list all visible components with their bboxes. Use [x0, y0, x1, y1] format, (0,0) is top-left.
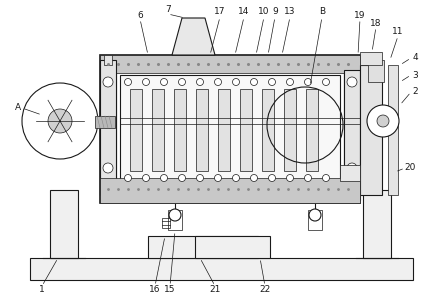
Circle shape: [160, 79, 167, 86]
Circle shape: [287, 175, 294, 182]
Bar: [363, 190, 391, 258]
Circle shape: [143, 175, 149, 182]
Circle shape: [377, 115, 389, 127]
Bar: [218, 89, 230, 171]
Circle shape: [124, 79, 132, 86]
Bar: [100, 178, 360, 203]
Bar: [195, 236, 270, 258]
Circle shape: [214, 175, 222, 182]
Polygon shape: [172, 18, 215, 55]
Circle shape: [233, 79, 240, 86]
Text: 22: 22: [259, 286, 271, 295]
Circle shape: [179, 175, 186, 182]
Bar: [168, 210, 182, 230]
Bar: [174, 89, 186, 171]
Text: 10: 10: [258, 8, 270, 16]
Circle shape: [268, 79, 276, 86]
Text: 1: 1: [39, 286, 45, 295]
Bar: [308, 210, 322, 230]
Circle shape: [169, 209, 181, 221]
Text: 2: 2: [412, 88, 418, 97]
Circle shape: [347, 163, 357, 173]
Text: 21: 21: [209, 286, 221, 295]
Circle shape: [287, 79, 294, 86]
Bar: [162, 218, 170, 228]
Text: 3: 3: [412, 70, 418, 80]
Text: B: B: [319, 8, 325, 16]
Bar: [388, 65, 398, 195]
Text: 14: 14: [238, 8, 250, 16]
Circle shape: [103, 77, 113, 87]
Circle shape: [323, 79, 330, 86]
Circle shape: [143, 79, 149, 86]
Circle shape: [22, 83, 98, 159]
Circle shape: [304, 175, 311, 182]
Bar: [100, 55, 360, 73]
Bar: [30, 258, 413, 280]
Bar: [100, 55, 360, 203]
Bar: [116, 70, 344, 188]
Text: A: A: [15, 103, 21, 112]
Bar: [262, 89, 274, 171]
Circle shape: [179, 79, 186, 86]
Circle shape: [48, 109, 72, 133]
Bar: [104, 190, 112, 200]
Circle shape: [103, 163, 113, 173]
Circle shape: [347, 77, 357, 87]
Bar: [104, 55, 112, 65]
Bar: [120, 75, 340, 185]
Text: 13: 13: [284, 8, 296, 16]
Bar: [284, 89, 296, 171]
Text: 7: 7: [165, 5, 171, 14]
Bar: [50, 190, 78, 258]
Circle shape: [197, 175, 203, 182]
Bar: [152, 89, 164, 171]
Text: 4: 4: [412, 53, 418, 62]
Text: 19: 19: [354, 11, 366, 20]
Circle shape: [214, 79, 222, 86]
Circle shape: [197, 79, 203, 86]
Bar: [344, 70, 360, 200]
Text: 17: 17: [214, 8, 226, 16]
Bar: [95, 116, 115, 128]
Bar: [368, 60, 384, 82]
Bar: [340, 165, 360, 181]
Circle shape: [250, 79, 257, 86]
Circle shape: [367, 105, 399, 137]
Circle shape: [309, 209, 321, 221]
Circle shape: [268, 175, 276, 182]
Text: 6: 6: [137, 11, 143, 20]
Text: 16: 16: [149, 286, 161, 295]
Text: 11: 11: [392, 28, 404, 37]
Circle shape: [160, 175, 167, 182]
Bar: [148, 236, 258, 258]
Bar: [100, 60, 116, 195]
Text: 9: 9: [272, 8, 278, 16]
Circle shape: [323, 175, 330, 182]
Bar: [306, 89, 318, 171]
Bar: [240, 89, 252, 171]
Bar: [360, 65, 382, 195]
Circle shape: [304, 79, 311, 86]
Text: 20: 20: [404, 164, 416, 172]
Text: 15: 15: [164, 286, 176, 295]
Bar: [360, 52, 382, 65]
Bar: [130, 89, 142, 171]
Circle shape: [233, 175, 240, 182]
Bar: [196, 89, 208, 171]
Text: 18: 18: [370, 19, 382, 28]
Circle shape: [124, 175, 132, 182]
Circle shape: [250, 175, 257, 182]
